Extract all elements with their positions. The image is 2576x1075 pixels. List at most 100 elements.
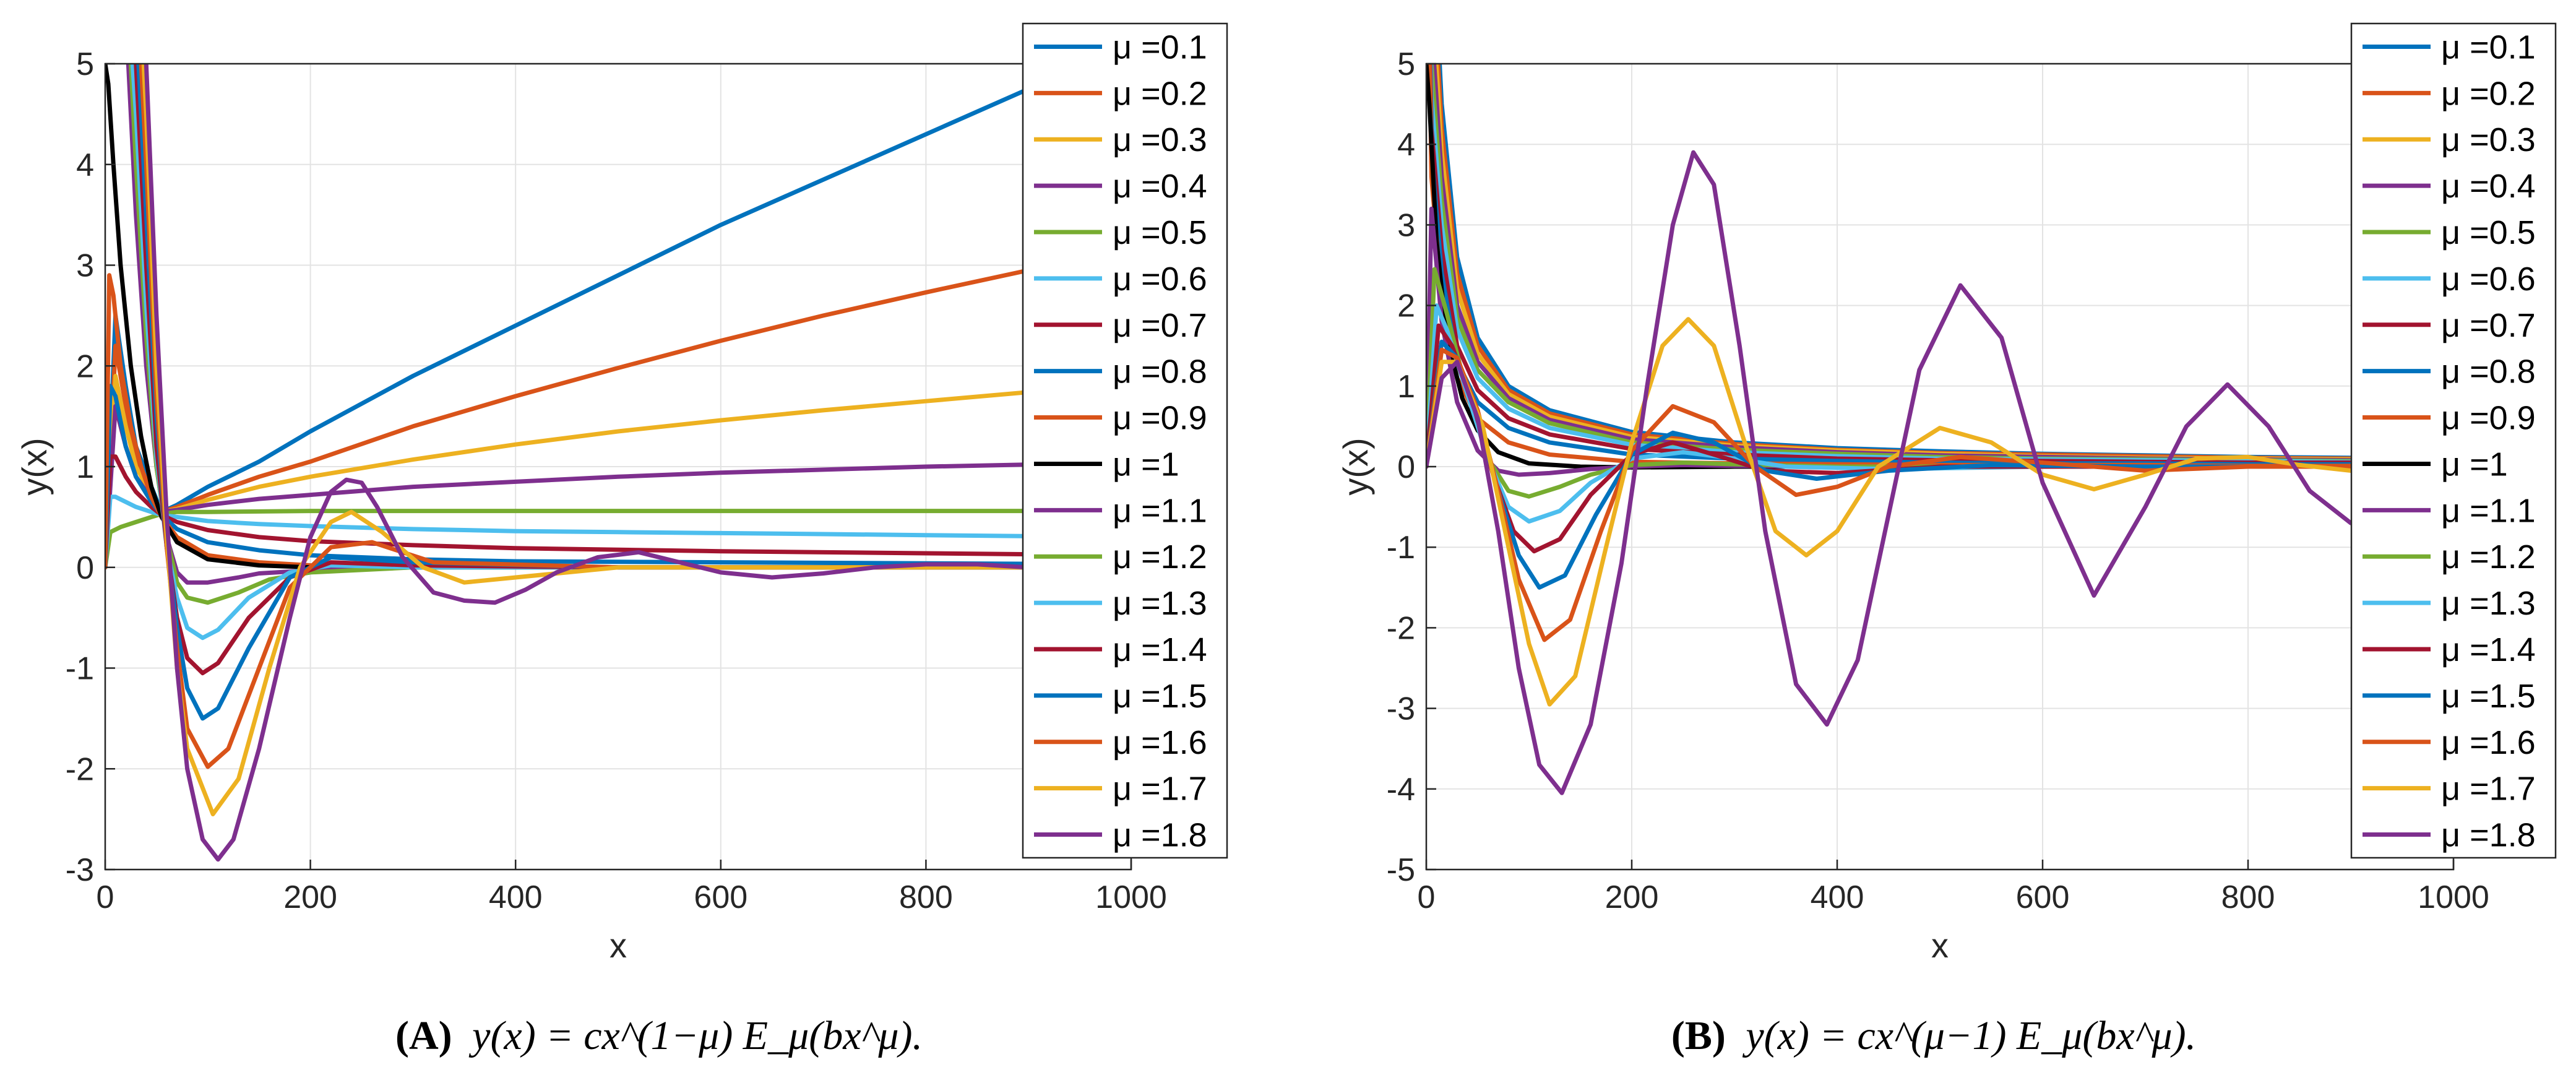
- caption-b-formula: y(x) = cx^(μ−1) E_μ(bx^μ).: [1742, 1013, 2196, 1058]
- legend: μ =0.1 μ =0.2 μ =0.3 μ =0.4 μ =0.5 μ =0.6 μ =0…: [1022, 22, 1228, 859]
- legend-label-10: μ =1.1: [1113, 492, 1207, 529]
- legend-label-8: μ =0.9: [1113, 400, 1207, 437]
- y-tick-label: 3: [1397, 207, 1415, 243]
- legend-label-14: μ =1.5: [2441, 678, 2536, 715]
- series-line-14: [136, 64, 1131, 721]
- legend-label-9: μ =1: [1113, 446, 1179, 483]
- legend-label-11: μ =1.2: [1113, 538, 1207, 576]
- legend-label-3: μ =0.4: [2441, 168, 2536, 205]
- panel-b-plot: 0 200 400 600 800 1000 -5 -4 -3 -2 -1 0 1 2 3 4 5 x y(x) μ …: [1336, 22, 2557, 965]
- panel-a-plot: 0 200 400 600 800 1000 -3 -2 -1 0 1 2 3 4 5 x y(x) μ =0.1…: [15, 22, 1228, 965]
- y-tick-label: 0: [76, 550, 94, 586]
- series-line-15: [139, 64, 1131, 769]
- legend-label-12: μ =1.3: [1113, 585, 1207, 622]
- caption-a-label: (A): [395, 1013, 452, 1058]
- x-tick-label: 400: [489, 879, 543, 915]
- legend-label-8: μ =0.9: [2441, 400, 2536, 437]
- legend-label-6: μ =0.7: [2441, 307, 2536, 344]
- legend-label-15: μ =1.6: [1113, 724, 1207, 761]
- y-tick-label: 1: [76, 449, 94, 485]
- series-line-6: [105, 454, 1131, 570]
- legend-label-16: μ =1.7: [2441, 771, 2536, 808]
- legend-label-3: μ =0.4: [1113, 168, 1207, 205]
- legend-label-4: μ =0.5: [2441, 214, 2536, 251]
- y-tick-label: 2: [1397, 288, 1415, 324]
- y-axis-label: y(x): [1336, 438, 1375, 495]
- legend-box: [2350, 22, 2557, 859]
- series-line-13: [134, 64, 1131, 676]
- legend: μ =0.1 μ =0.2 μ =0.3 μ =0.4 μ =0.5 μ =0.6 μ =0…: [2350, 22, 2557, 859]
- legend-label-0: μ =0.1: [2441, 28, 2536, 66]
- legend-label-7: μ =0.8: [1113, 353, 1207, 391]
- y-tick-label: -1: [66, 651, 94, 687]
- x-axis-label: x: [610, 926, 627, 965]
- y-tick-label: -2: [1387, 610, 1415, 646]
- x-axis-label: x: [1931, 926, 1949, 965]
- y-tick-label: 4: [76, 147, 94, 183]
- legend-label-16: μ =1.7: [1113, 771, 1207, 808]
- legend-label-2: μ =0.3: [2441, 121, 2536, 158]
- x-tick-label: 200: [283, 879, 337, 915]
- series-line-4: [105, 509, 1131, 570]
- caption-b: (B) y(x) = cx^(μ−1) E_μ(bx^μ).: [1671, 1013, 2196, 1058]
- legend-label-14: μ =1.5: [1113, 678, 1207, 715]
- series-line-2: [105, 374, 1131, 570]
- caption-a-formula: y(x) = cx^(1−μ) E_μ(bx^μ).: [468, 1013, 923, 1058]
- series-line-5: [105, 494, 1131, 570]
- x-tick-label: 600: [694, 879, 747, 915]
- x-tick-label: 400: [1811, 879, 1864, 915]
- y-tick-label: 5: [1397, 46, 1415, 82]
- legend-label-17: μ =1.8: [1113, 817, 1207, 854]
- y-tick-label: -3: [66, 852, 94, 888]
- legend-label-12: μ =1.3: [2441, 585, 2536, 622]
- legend-label-1: μ =0.2: [1113, 75, 1207, 112]
- x-tick-label: 1000: [1095, 879, 1167, 915]
- y-tick-label: 2: [76, 348, 94, 384]
- legend-label-7: μ =0.8: [2441, 353, 2536, 391]
- series-line-16: [141, 64, 1131, 816]
- legend-label-4: μ =0.5: [1113, 214, 1207, 251]
- legend-box: [1022, 22, 1228, 859]
- series-line-17: [1426, 150, 2453, 795]
- legend-label-11: μ =1.2: [2441, 538, 2536, 576]
- y-tick-label: 4: [1397, 127, 1415, 163]
- series-line-12: [130, 64, 1131, 641]
- caption-b-label: (B): [1671, 1013, 1726, 1058]
- legend-label-9: μ =1: [2441, 446, 2508, 483]
- y-axis-label: y(x): [15, 438, 54, 495]
- series-line-7: [105, 384, 1131, 570]
- series-lines: [1426, 64, 2453, 795]
- caption-a: (A) y(x) = cx^(1−μ) E_μ(bx^μ).: [395, 1013, 923, 1058]
- x-tick-label: 0: [97, 879, 114, 915]
- y-tick-label: -3: [1387, 691, 1415, 727]
- x-tick-label: 200: [1605, 879, 1659, 915]
- legend-label-0: μ =0.1: [1113, 28, 1207, 66]
- y-tick-label: -4: [1387, 772, 1415, 808]
- legend-label-2: μ =0.3: [1113, 121, 1207, 158]
- legend-label-13: μ =1.4: [1113, 631, 1207, 668]
- y-tick-label: 1: [1397, 369, 1415, 405]
- y-tick-label: 5: [76, 46, 94, 82]
- x-tick-label: 600: [2016, 879, 2070, 915]
- y-tick-label: 3: [76, 248, 94, 284]
- legend-label-5: μ =0.6: [1113, 261, 1207, 298]
- legend-label-15: μ =1.6: [2441, 724, 2536, 761]
- y-tick-label: 0: [1397, 449, 1415, 485]
- x-tick-label: 800: [899, 879, 953, 915]
- legend-label-13: μ =1.4: [2441, 631, 2536, 668]
- y-tick-label: -2: [66, 751, 94, 787]
- legend-label-6: μ =0.7: [1113, 307, 1207, 344]
- x-tick-label: 800: [2221, 879, 2275, 915]
- legend-label-10: μ =1.1: [2441, 492, 2536, 529]
- x-tick-label: 0: [1418, 879, 1436, 915]
- series-lines: [105, 64, 1131, 862]
- legend-label-1: μ =0.2: [2441, 75, 2536, 112]
- y-tick-label: -1: [1387, 530, 1415, 566]
- series-line-16: [1426, 317, 2453, 707]
- y-tick-label: -5: [1387, 852, 1415, 888]
- legend-label-17: μ =1.8: [2441, 817, 2536, 854]
- x-tick-label: 1000: [2418, 879, 2489, 915]
- legend-label-5: μ =0.6: [2441, 261, 2536, 298]
- series-line-17: [144, 64, 1131, 862]
